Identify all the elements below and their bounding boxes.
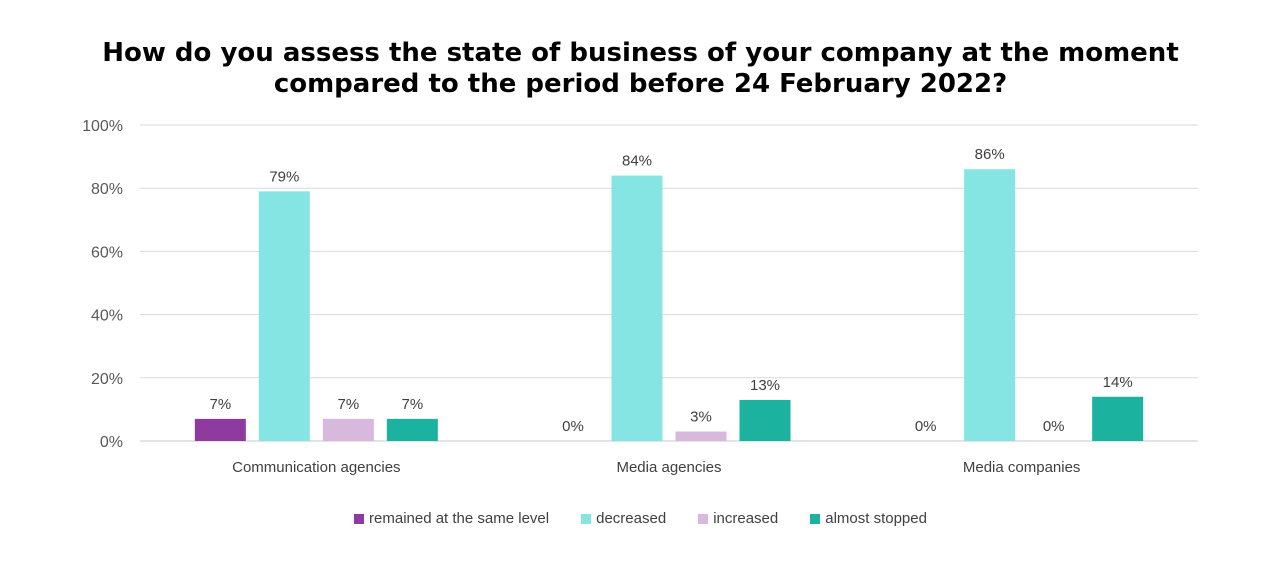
y-tick-label: 100% [82,118,123,135]
bar [1092,396,1144,441]
data-label: 14% [1103,374,1133,391]
legend-swatch [698,513,709,524]
bar [386,418,438,441]
legend-item: remained at the same level [354,510,549,527]
y-tick-label: 80% [91,181,123,198]
y-tick-label: 40% [91,308,123,325]
x-category-label: Communication agencies [232,459,400,476]
bar [258,191,310,441]
bar [611,175,663,441]
data-label: 79% [269,168,299,185]
data-label: 7% [337,396,359,413]
bar [964,169,1016,442]
bar [194,418,246,441]
bars [194,169,1144,442]
chart-title-line-1: How do you assess the state of business … [102,38,1179,68]
data-labels: 7% 79% 7% 7% 0% 84% 3% 13% 0% 86% 0% 14% [209,146,1132,435]
x-category-label: Media companies [963,459,1081,476]
data-label: 84% [622,153,652,170]
data-label: 3% [690,409,712,426]
data-label: 0% [562,418,584,435]
bar [739,399,791,441]
bar [322,418,374,441]
y-tick-label: 20% [91,371,123,388]
data-label: 0% [1043,418,1065,435]
data-label: 13% [750,377,780,394]
legend-item: decreased [581,510,666,527]
legend-label: remained at the same level [369,510,550,527]
legend-item: almost stopped [810,510,927,527]
x-category-label: Media agencies [616,459,721,476]
data-label: 7% [401,396,423,413]
chart-title-line-2: compared to the period before 24 Februar… [273,69,1008,99]
y-tick-label: 60% [91,244,123,261]
x-axis: Communication agencies Media agencies Medi… [232,459,1080,476]
y-axis: 0% 20% 40% 60% 80% 100% [82,118,123,451]
legend-swatch [354,513,365,524]
legend-label: almost stopped [825,510,927,527]
data-label: 7% [209,396,231,413]
data-label: 86% [975,146,1005,163]
chart-title: How do you assess the state of business … [0,38,1281,100]
legend-label: decreased [596,510,667,527]
gridlines [140,124,1198,442]
y-tick-label: 0% [100,434,123,451]
legend-item: increased [698,510,778,527]
legend: remained at the same level decreased incre… [0,510,1281,527]
legend-label: increased [713,510,779,527]
bar-chart: 0% 20% 40% 60% 80% 100% 7% 79% 7% 7% 0% 84% 3% 13% 0%… [82,118,1198,476]
data-label: 0% [915,418,937,435]
bar [675,431,727,441]
legend-swatch [581,513,592,524]
legend-swatch [810,513,821,524]
